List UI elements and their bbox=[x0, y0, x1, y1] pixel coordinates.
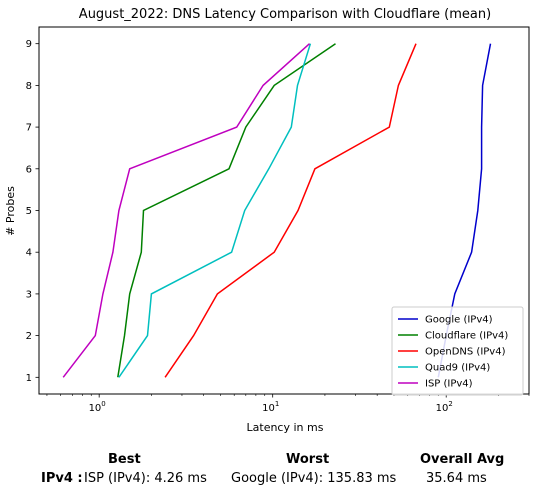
x-tick-label-0: 100 bbox=[89, 400, 106, 414]
x-axis-ticks: 100 101 102 bbox=[46, 394, 530, 414]
legend-label-2: OpenDNS (IPv4) bbox=[425, 347, 506, 358]
y-tick-label-7: 8 bbox=[26, 81, 32, 92]
y-tick-label-8: 9 bbox=[26, 39, 32, 50]
series-line-3 bbox=[118, 43, 312, 378]
dns-latency-chart: August_2022: DNS Latency Comparison with… bbox=[4, 7, 530, 434]
legend-label-0: Google (IPv4) bbox=[425, 315, 493, 326]
y-tick-label-1: 2 bbox=[26, 331, 32, 342]
series-line-1 bbox=[117, 43, 336, 378]
y-tick-label-3: 4 bbox=[26, 248, 32, 259]
series-layer bbox=[62, 43, 492, 378]
legend-label-3: Quad9 (IPv4) bbox=[425, 363, 490, 374]
x-axis-label: Latency in ms bbox=[247, 421, 324, 434]
y-tick-label-2: 3 bbox=[26, 289, 32, 300]
summary-avg-value: 35.64 ms bbox=[426, 471, 487, 486]
legend-label-1: Cloudflare (IPv4) bbox=[425, 331, 508, 342]
series-line-2 bbox=[164, 43, 417, 378]
series-line-4 bbox=[62, 43, 311, 378]
summary-best-header: Best bbox=[108, 452, 141, 467]
legend-label-4: ISP (IPv4) bbox=[425, 379, 473, 390]
legend-box bbox=[391, 306, 524, 396]
y-axis-ticks: 1 2 3 4 5 6 7 8 9 bbox=[26, 39, 39, 384]
summary-row-label: IPv4 : bbox=[41, 471, 83, 486]
y-tick-label-0: 1 bbox=[26, 373, 32, 384]
chart-title: August_2022: DNS Latency Comparison with… bbox=[79, 7, 491, 22]
summary-best-value: ISP (IPv4): 4.26 ms bbox=[84, 471, 207, 486]
summary-avg-header: Overall Avg bbox=[420, 452, 505, 467]
y-tick-label-4: 5 bbox=[26, 206, 32, 217]
legend: Google (IPv4) Cloudflare (IPv4) OpenDNS (I… bbox=[391, 306, 524, 396]
y-axis-label: # Probes bbox=[4, 186, 17, 236]
x-tick-label-1: 101 bbox=[262, 400, 279, 414]
summary-worst-header: Worst bbox=[286, 452, 330, 467]
x-tick-label-2: 102 bbox=[436, 400, 453, 414]
y-tick-label-5: 6 bbox=[26, 164, 32, 175]
y-tick-label-6: 7 bbox=[26, 123, 32, 134]
summary-worst-value: Google (IPv4): 135.83 ms bbox=[231, 471, 397, 486]
